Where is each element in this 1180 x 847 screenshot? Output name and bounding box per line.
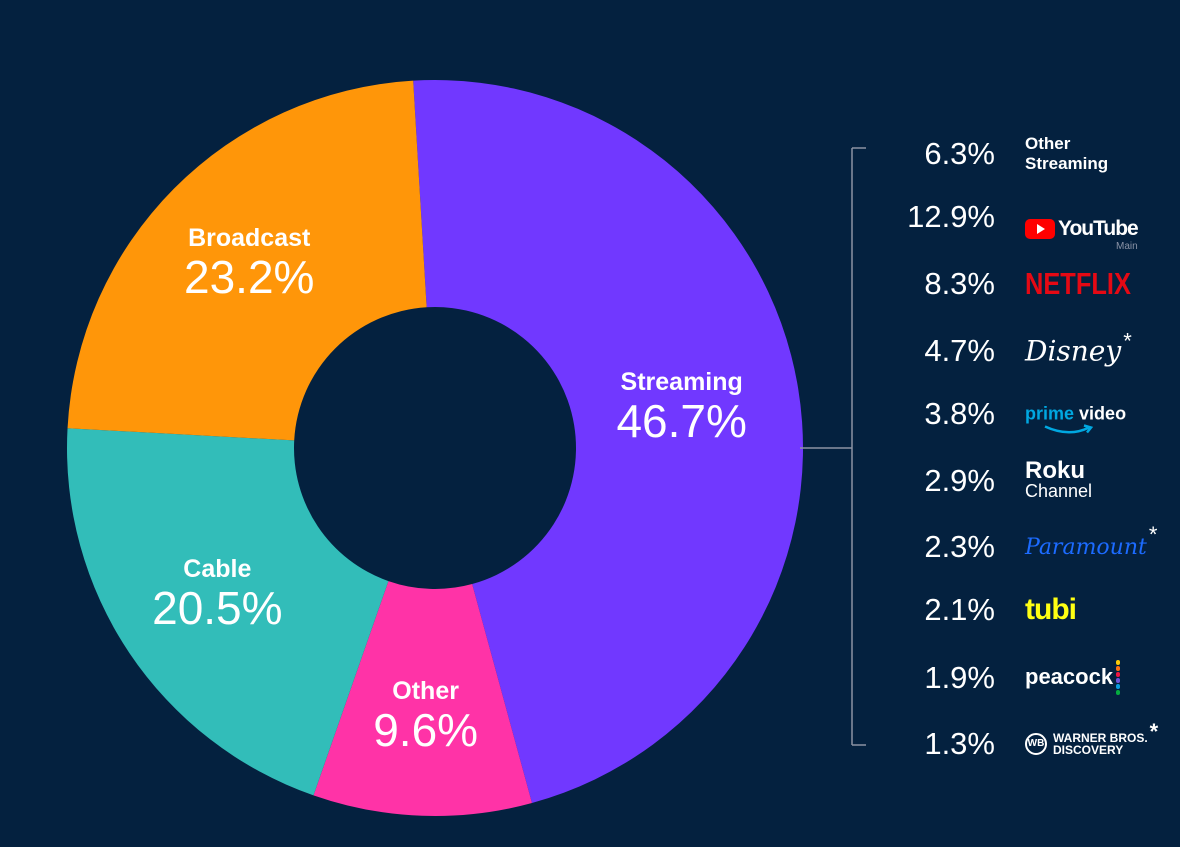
donut-slice-other xyxy=(313,581,532,816)
roku-channel-logo: Roku Channel xyxy=(1025,457,1093,502)
paramount-logo: Paramount* xyxy=(1025,522,1157,560)
row-prime-video: 3.8% prime video xyxy=(880,394,1170,434)
tubi-wordmark: tubi xyxy=(1025,593,1077,626)
wbd-line1: WARNER BROS. xyxy=(1053,731,1148,745)
segment-value-streaming: 46.7% xyxy=(616,395,747,448)
wbd-shield-icon: WB xyxy=(1025,733,1047,755)
peacock-dots-icon xyxy=(1116,660,1121,696)
youtube-wordmark: YouTube xyxy=(1058,217,1139,240)
row-disney: 4.7% Disney* xyxy=(880,329,1170,371)
value-paramount: 2.3% xyxy=(924,529,995,564)
donut-slice-broadcast xyxy=(67,80,427,441)
segment-name-other: Other xyxy=(392,676,459,705)
wbd-line2: DISCOVERY xyxy=(1053,743,1124,757)
row-other-streaming: 6.3% Other Streaming xyxy=(880,134,1170,174)
disney-asterisk: * xyxy=(1123,328,1132,354)
label-other-streaming: Other Streaming xyxy=(1025,134,1108,174)
roku-wordmark: Roku xyxy=(1025,457,1085,484)
wbd-wordmark: WARNER BROS. DISCOVERY xyxy=(1053,732,1148,756)
value-other-streaming: 6.3% xyxy=(924,136,995,171)
value-netflix: 8.3% xyxy=(924,266,995,301)
segment-value-cable: 20.5% xyxy=(152,581,283,634)
disney-logo: Disney* xyxy=(1025,329,1132,368)
netflix-logo: NETFLIX xyxy=(1025,266,1154,302)
youtube-play-icon xyxy=(1025,219,1055,240)
segment-label-other: Other 9.6% xyxy=(373,677,478,755)
youtube-sub-label: Main xyxy=(1116,241,1138,252)
peacock-logo: peacock xyxy=(1025,660,1121,696)
segment-name-streaming: Streaming xyxy=(620,368,743,397)
donut-slice-cable xyxy=(67,428,389,796)
paramount-asterisk: * xyxy=(1148,522,1158,547)
wbd-asterisk: * xyxy=(1149,719,1159,744)
row-youtube: 12.9% YouTube Main xyxy=(880,197,1170,252)
segment-value-broadcast: 23.2% xyxy=(184,251,315,304)
paramount-wordmark: Paramount xyxy=(1025,535,1147,560)
video-word: video xyxy=(1079,403,1127,424)
value-warner-bros-discovery: 1.3% xyxy=(924,726,995,761)
other-streaming-line2: Streaming xyxy=(1025,154,1109,173)
value-prime-video: 3.8% xyxy=(924,396,995,431)
segment-name-cable: Cable xyxy=(183,554,252,583)
segment-label-broadcast: Broadcast 23.2% xyxy=(184,224,314,302)
row-tubi: 2.1% tubi xyxy=(880,590,1170,630)
youtube-logo: YouTube Main xyxy=(1025,217,1139,252)
segment-label-cable: Cable 20.5% xyxy=(152,555,282,633)
segment-value-other: 9.6% xyxy=(373,703,479,756)
value-youtube: 12.9% xyxy=(907,199,995,234)
prime-video-logo: prime video xyxy=(1025,403,1127,434)
warner-bros-discovery-logo: WB WARNER BROS. DISCOVERY * xyxy=(1025,721,1158,756)
segment-name-broadcast: Broadcast xyxy=(188,224,311,253)
peacock-wordmark: peacock xyxy=(1025,663,1114,689)
row-netflix: 8.3% NETFLIX xyxy=(880,264,1170,304)
value-disney: 4.7% xyxy=(924,333,995,368)
value-tubi: 2.1% xyxy=(924,592,995,627)
tubi-logo: tubi xyxy=(1025,593,1077,627)
row-paramount: 2.3% Paramount* xyxy=(880,522,1170,567)
value-roku-channel: 2.9% xyxy=(924,463,995,498)
segment-label-streaming: Streaming 46.7% xyxy=(616,368,746,446)
prime-word: prime xyxy=(1025,403,1075,424)
roku-channel-word: Channel xyxy=(1025,481,1093,501)
donut-slice-streaming xyxy=(413,79,804,803)
disney-wordmark: Disney xyxy=(1025,334,1122,368)
row-peacock: 1.9% peacock xyxy=(880,658,1170,698)
row-warner-bros-discovery: 1.3% WB WARNER BROS. DISCOVERY * xyxy=(880,721,1170,764)
prime-smile-icon xyxy=(1044,424,1094,434)
value-peacock: 1.9% xyxy=(924,660,995,695)
netflix-wordmark: NETFLIX xyxy=(1025,266,1131,301)
row-roku-channel: 2.9% Roku Channel xyxy=(880,457,1170,502)
other-streaming-line1: Other xyxy=(1025,134,1071,153)
